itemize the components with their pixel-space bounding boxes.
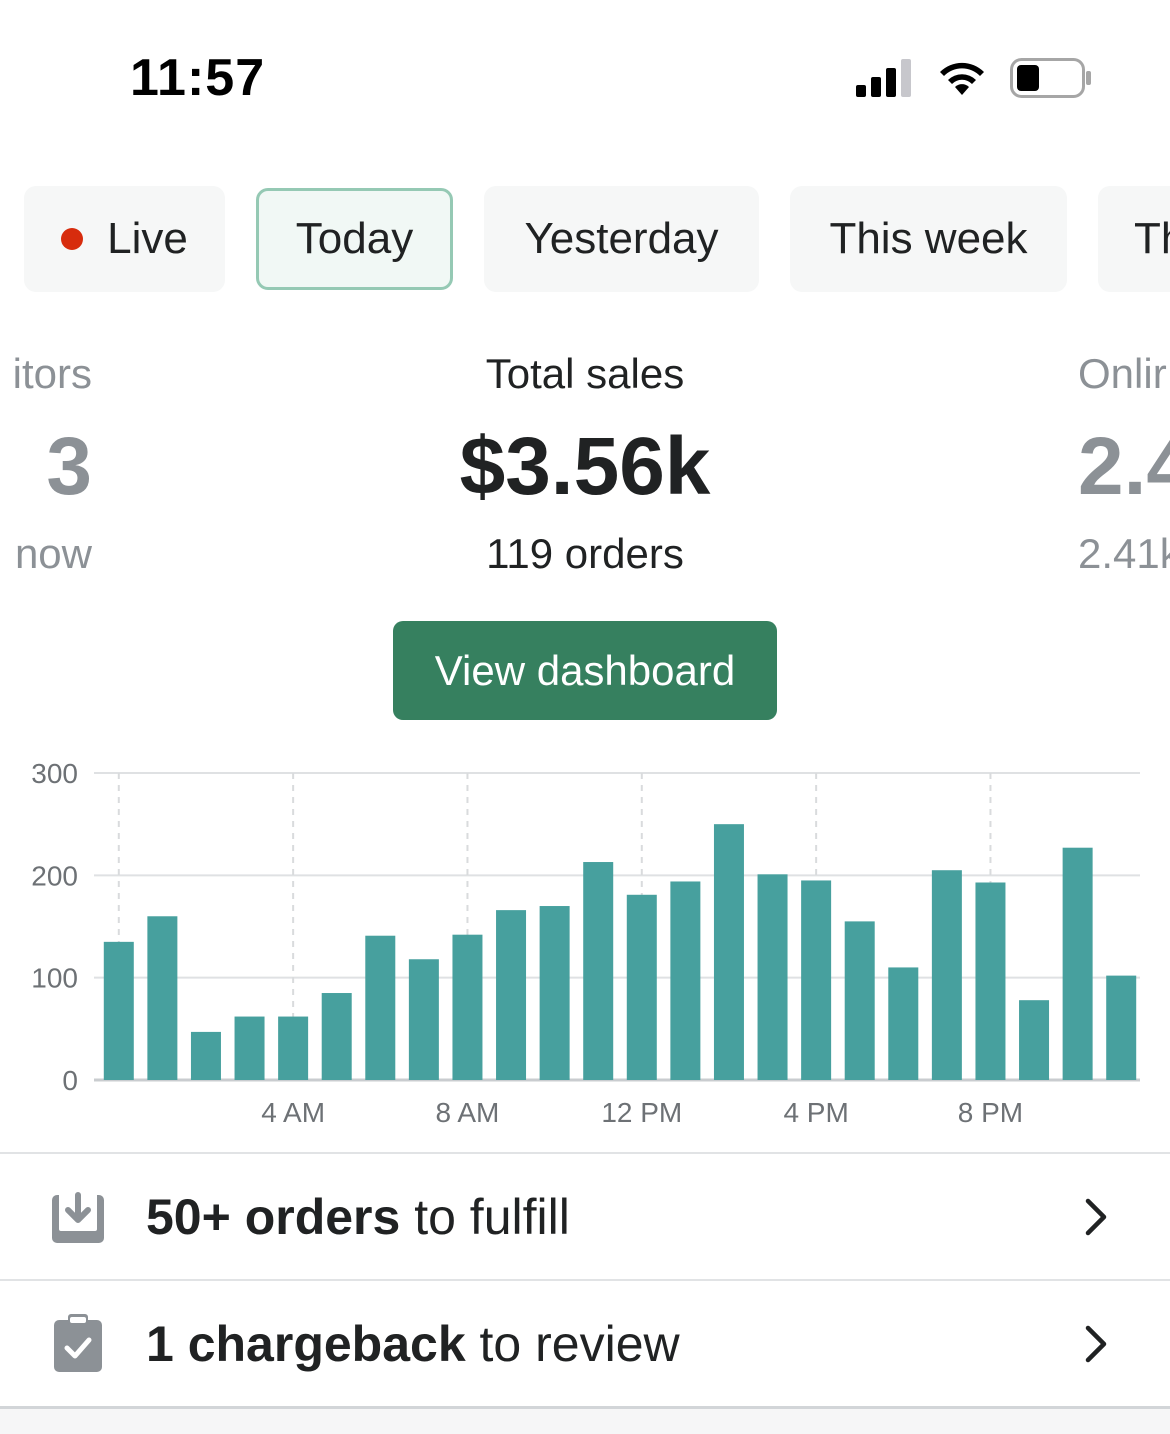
chart-bar (234, 1016, 265, 1080)
chart-bar (757, 874, 788, 1080)
chart-bar (583, 862, 614, 1080)
task-fulfill-text: 50+ orders to fulfill (146, 1188, 570, 1246)
status-time: 11:57 (130, 49, 266, 107)
task-row-fulfill[interactable]: 50+ orders to fulfill (0, 1154, 1170, 1280)
filter-chip-yesterday-label: Yesterday (524, 214, 719, 263)
battery-icon (1010, 58, 1091, 98)
chart-bar (365, 935, 396, 1080)
date-filter-bar: Live Today Yesterday This week Th (24, 186, 1170, 292)
filter-chip-next[interactable]: Th (1098, 186, 1170, 292)
page-background (0, 1409, 1170, 1434)
chart-bar (408, 959, 439, 1080)
chart-bar (321, 993, 352, 1080)
status-icons (856, 56, 1092, 100)
wifi-icon (940, 62, 984, 95)
chart-bar (670, 881, 701, 1080)
task-chargeback-rest: to review (465, 1316, 680, 1372)
chart-bar (844, 921, 875, 1080)
total-sales-value: $3.56k (459, 421, 711, 512)
x-tick-label: 4 AM (261, 1097, 325, 1128)
chart-bar (147, 916, 178, 1080)
chart-bar (278, 1016, 309, 1080)
x-tick-label: 12 PM (601, 1097, 682, 1128)
y-tick-label: 0 (62, 1065, 78, 1096)
visitors-sub: now (14, 530, 92, 577)
visitors-value: 3 (46, 421, 92, 512)
chart-bar (103, 941, 134, 1080)
task-fulfill-rest: to fulfill (400, 1189, 570, 1245)
chart-bar (1062, 847, 1093, 1080)
chevron-right-icon (1085, 1325, 1107, 1363)
chart-bar (626, 894, 657, 1080)
visitors-label: itors (12, 350, 92, 397)
chart-bar (975, 882, 1006, 1080)
chart-bar (931, 870, 962, 1080)
chart-bar (1019, 1000, 1050, 1080)
clipboard-check-icon (54, 1314, 102, 1372)
chart-bar (888, 967, 919, 1080)
online-sub: 2.41k (1078, 530, 1170, 577)
filter-chip-live[interactable]: Live (24, 186, 225, 292)
cellular-signal-icon (856, 59, 911, 97)
filter-chip-today-label: Today (295, 214, 414, 263)
online-label: Onlir (1078, 350, 1167, 397)
filter-chip-next-label: Th (1134, 214, 1170, 263)
y-tick-label: 100 (31, 963, 78, 994)
chart-bar (801, 880, 832, 1080)
live-dot-icon (61, 228, 84, 250)
chart-bar (190, 1031, 221, 1080)
chart-bar (496, 910, 527, 1080)
chart-bar (539, 906, 570, 1080)
chart-bar (1106, 975, 1137, 1080)
fulfill-icon (52, 1191, 104, 1243)
filter-chip-this-week-label: This week (829, 214, 1028, 263)
y-tick-label: 300 (31, 758, 78, 789)
sales-bar-chart: 0 100 200 300 4 AM 8 AM 12 PM 4 PM 8 PM (31, 758, 1140, 1128)
x-tick-label: 8 PM (958, 1097, 1023, 1128)
divider (0, 1406, 1170, 1409)
y-tick-label: 200 (31, 860, 78, 891)
chevron-right-icon (1085, 1198, 1107, 1236)
view-dashboard-button[interactable]: View dashboard (393, 621, 777, 720)
total-sales-orders: 119 orders (486, 530, 684, 577)
task-chargeback-bold: 1 chargeback (146, 1316, 466, 1372)
divider (0, 1152, 1170, 1154)
x-tick-label: 4 PM (783, 1097, 848, 1128)
total-sales-label: Total sales (485, 350, 685, 397)
online-value: 2.4 (1078, 421, 1170, 512)
task-fulfill-bold: 50+ orders (146, 1189, 401, 1245)
filter-chip-live-label: Live (107, 214, 188, 263)
task-chargeback-text: 1 chargeback to review (146, 1315, 680, 1373)
x-tick-label: 8 AM (436, 1097, 500, 1128)
filter-chip-this-week[interactable]: This week (790, 186, 1067, 292)
chart-bar (452, 934, 483, 1080)
chart-bar (713, 824, 744, 1080)
task-row-chargeback[interactable]: 1 chargeback to review (0, 1281, 1170, 1407)
filter-chip-yesterday[interactable]: Yesterday (484, 186, 759, 292)
divider (0, 1279, 1170, 1281)
filter-chip-today[interactable]: Today (256, 188, 453, 290)
